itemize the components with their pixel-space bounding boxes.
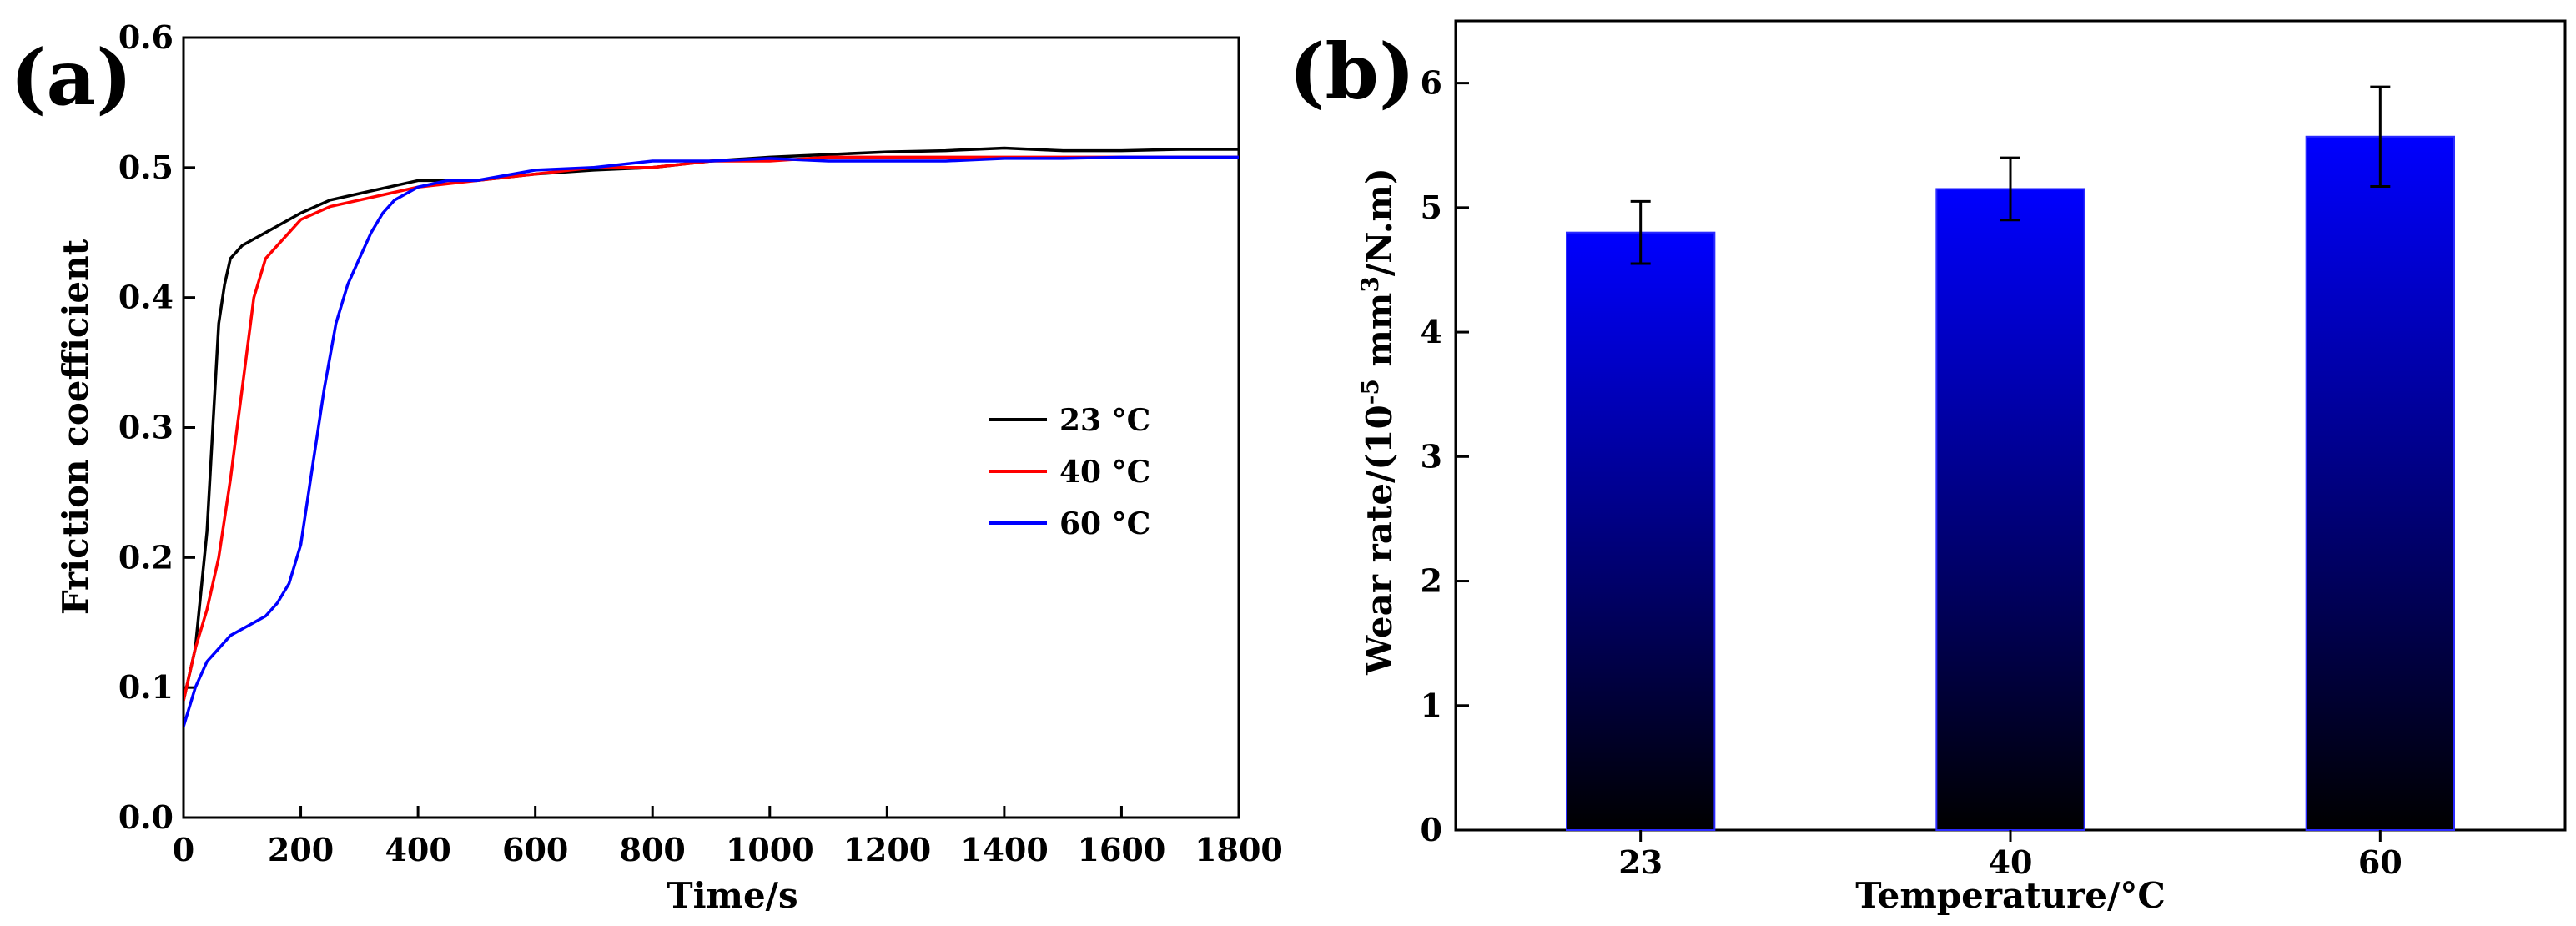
x-tick-label: 40 (1989, 843, 2033, 881)
panel-a-series-lines (184, 146, 1239, 727)
legend-label-0: 23 °C (1059, 403, 1150, 438)
y-tick-label: 6 (1421, 64, 1442, 102)
y-tick-label: 0 (1421, 811, 1442, 848)
x-tick-label: 1600 (1078, 831, 1166, 868)
y-tick-label: 0.3 (118, 409, 174, 446)
x-tick-label: 200 (268, 831, 334, 868)
ylabel-part-1: Wear rate/(10 (1359, 405, 1400, 676)
panel-a-y-ticks: 0.0 0.1 0.2 0.3 0.4 0.5 0.6 (118, 18, 195, 836)
panel-a-x-axis-title: Time/s (667, 875, 797, 916)
x-tick-label: 800 (620, 831, 686, 868)
series-line-2 (184, 155, 1239, 727)
x-tick-label: 1400 (960, 831, 1049, 868)
panel-b-y-axis-title: Wear rate/(10-5 mm3/N.m) (1356, 168, 1400, 676)
x-tick-label: 1200 (843, 831, 931, 868)
ylabel-superscript-2: 3 (1356, 276, 1384, 292)
panel-b-x-ticks: 23 40 60 (1618, 830, 2402, 881)
bar-40 (1935, 188, 2085, 831)
panel-b-label: (b) (1289, 27, 1415, 117)
series-line-0 (184, 146, 1239, 702)
panel-a-x-ticks: 0 200 400 600 800 1000 1200 1400 1600 1800 (173, 806, 1283, 868)
y-tick-label: 5 (1421, 189, 1442, 226)
bar-60 (2305, 135, 2456, 832)
y-tick-label: 1 (1421, 687, 1442, 724)
x-tick-label: 1000 (726, 831, 814, 868)
panel-a-label: (a) (10, 33, 133, 123)
y-tick-label: 0.4 (118, 279, 174, 316)
x-tick-label: 1800 (1195, 831, 1283, 868)
x-tick-label: 23 (1618, 843, 1663, 881)
ylabel-part-2: mm (1359, 293, 1400, 380)
panel-a-y-axis-title: Friction coefficient (55, 239, 96, 615)
y-tick-label: 3 (1421, 437, 1442, 475)
y-tick-label: 2 (1421, 562, 1442, 600)
y-tick-label: 4 (1421, 313, 1442, 350)
legend-label-2: 60 °C (1059, 506, 1150, 541)
y-tick-label: 0.0 (118, 798, 174, 836)
x-tick-label: 600 (502, 831, 568, 868)
y-tick-label: 0.5 (118, 148, 174, 186)
y-tick-label: 0.6 (118, 18, 174, 56)
bar-23 (1566, 231, 1716, 831)
y-tick-label: 0.2 (118, 538, 174, 576)
ylabel-superscript-1: -5 (1356, 379, 1384, 405)
panel-a: (a) 0.0 0.1 0.2 0.3 0.4 0.5 0.6 0 200 400 600 800 1… (10, 18, 1283, 916)
x-tick-label: 0 (173, 831, 194, 868)
y-tick-label: 0.1 (118, 668, 174, 706)
x-tick-label: 60 (2358, 843, 2402, 881)
x-tick-label: 400 (385, 831, 450, 868)
panel-b-x-axis-title: Temperature/°C (1855, 875, 2166, 916)
panel-b-y-ticks: 0 1 2 3 4 5 6 (1421, 64, 1469, 848)
ylabel-part-3: /N.m) (1359, 168, 1400, 276)
legend-label-1: 40 °C (1059, 455, 1150, 490)
panel-b-bars (1566, 85, 2456, 832)
panel-a-legend: 23 °C 40 °C 60 °C (989, 403, 1150, 541)
